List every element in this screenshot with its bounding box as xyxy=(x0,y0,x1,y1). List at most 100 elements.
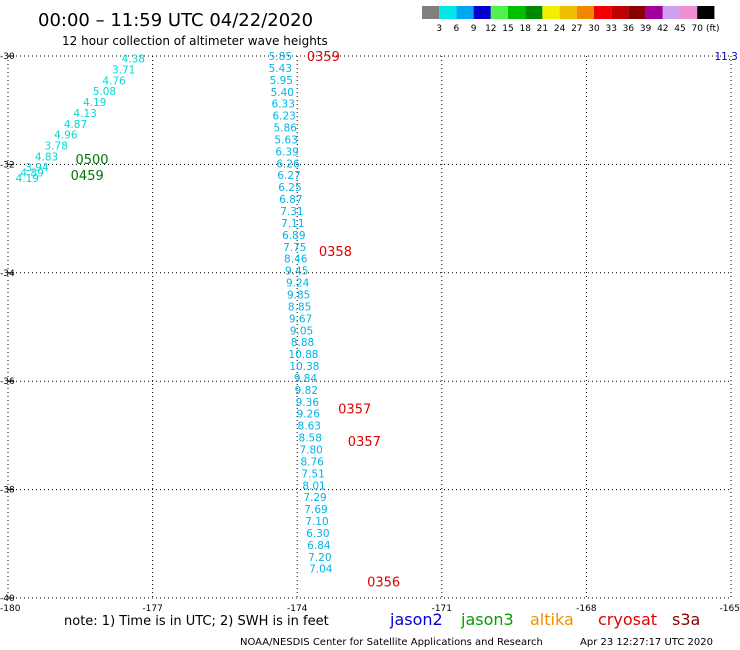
legend-swatch xyxy=(490,6,508,19)
timestamp-text: Apr 23 12:27:17 UTC 2020 xyxy=(580,637,713,648)
pass-time-label: 0359 xyxy=(307,50,340,65)
legend-unit: (ft) xyxy=(706,24,720,34)
wave-height-value: 8.46 xyxy=(284,254,308,266)
wave-height-value: 3.78 xyxy=(45,140,68,152)
wave-height-value: 5.43 xyxy=(269,63,292,75)
wave-height-value: 9.05 xyxy=(290,325,313,337)
legend-tick-label: 30 xyxy=(588,24,600,34)
lon-label: -177 xyxy=(142,604,162,614)
wave-height-value: 4.13 xyxy=(73,108,96,120)
wave-height-value: 7.10 xyxy=(305,516,328,528)
legend-swatch xyxy=(611,6,629,19)
latitude-labels: -30 -32 -34 -36 -38 -40 xyxy=(0,52,15,604)
wave-height-value: 4.19 xyxy=(83,97,106,109)
wave-height-value: 8.85 xyxy=(288,301,311,313)
legend-tick-label: 24 xyxy=(554,24,566,34)
wave-height-value: 7.04 xyxy=(309,564,333,576)
legend-tick-label: 15 xyxy=(502,24,513,34)
legend-swatch xyxy=(594,6,612,19)
credit-text: NOAA/NESDIS Center for Satellite Applica… xyxy=(240,637,543,648)
wave-height-value: 7.29 xyxy=(303,492,326,504)
wave-height-value: 7.80 xyxy=(299,444,322,456)
pass-time-label: 0357 xyxy=(348,435,381,450)
legend-swatch xyxy=(576,6,594,19)
legend-tick-label: 3 xyxy=(436,24,442,34)
wave-height-value: 5.40 xyxy=(271,87,294,99)
page-title: 00:00 – 11:59 UTC 04/22/2020 xyxy=(38,10,313,31)
legend-swatch xyxy=(542,6,560,19)
legend-swatch xyxy=(508,6,526,19)
legend-tick-label: 21 xyxy=(537,24,548,34)
wave-height-value: 9.82 xyxy=(295,385,318,397)
wave-height-value: 8.01 xyxy=(302,480,325,492)
wave-height-value: 4.83 xyxy=(35,151,58,163)
pass-time-label: 0500 xyxy=(75,153,108,168)
wave-height-value: 9.36 xyxy=(296,397,320,409)
wave-height-value: 4.89 xyxy=(20,168,43,180)
satellite-name: s3a xyxy=(672,610,700,629)
wave-height-value: 8.88 xyxy=(291,337,314,349)
pass-time-label: 0358 xyxy=(319,245,352,260)
wave-height-value: 8.76 xyxy=(300,456,324,468)
satellite-name: altika xyxy=(530,610,574,629)
legend-swatch xyxy=(697,6,715,19)
wave-height-value: 7.69 xyxy=(304,504,327,516)
legend-tick-label: 45 xyxy=(674,24,685,34)
wave-height-value: 6.25 xyxy=(278,182,301,194)
lon-label: -165 xyxy=(720,604,740,614)
wave-height-value: 8.58 xyxy=(299,433,322,445)
wave-height-value: 6.84 xyxy=(307,540,331,552)
legend-tick-label: 12 xyxy=(485,24,496,34)
legend-tick-label: 36 xyxy=(623,24,635,34)
pass-time-label: 0356 xyxy=(367,576,400,591)
wave-height-value: 6.27 xyxy=(277,170,300,182)
satellite-name: cryosat xyxy=(598,610,657,629)
wave-height-value: 6.87 xyxy=(279,194,302,206)
lat-label: -38 xyxy=(0,486,15,496)
legend-swatch xyxy=(662,6,680,19)
legend-swatch xyxy=(422,6,440,19)
legend-swatch xyxy=(456,6,474,19)
wave-height-value: 9.45 xyxy=(285,266,308,278)
lon-label: -171 xyxy=(432,604,452,614)
satellite-tracks: 4.383.714.765.084.194.134.874.963.784.83… xyxy=(16,51,738,576)
wave-height-value: 9.84 xyxy=(294,373,318,385)
legend-tick-label: 18 xyxy=(519,24,531,34)
legend-swatch xyxy=(628,6,646,19)
wave-height-value: 5.86 xyxy=(273,123,297,135)
wave-height-value: 7.20 xyxy=(308,552,331,564)
subtitle: 12 hour collection of altimeter wave hei… xyxy=(62,34,328,48)
wave-height-value: 9.24 xyxy=(286,278,310,290)
legend-tick-label: 39 xyxy=(640,24,652,34)
wave-height-value: 10.88 xyxy=(288,349,318,361)
wave-height-value: 9.67 xyxy=(289,313,312,325)
lat-label: -34 xyxy=(0,269,15,279)
legend-tick-label: 42 xyxy=(657,24,668,34)
wave-height-value: 3.71 xyxy=(112,65,135,77)
legend-swatch xyxy=(680,6,698,19)
wave-height-value: 9.85 xyxy=(287,289,310,301)
wave-height-value: 11.3 xyxy=(714,51,737,63)
satellite-name: jason2 xyxy=(389,610,443,629)
wave-height-value: 4.76 xyxy=(102,75,126,87)
color-legend: 3 6 9 12 15 18 21 24 27 30 33 36 39 42 45 70 xyxy=(422,6,715,34)
wave-height-value: 5.85 xyxy=(269,51,292,63)
lat-label: -36 xyxy=(0,377,15,387)
lon-label: -168 xyxy=(576,604,597,614)
satellite-legend: jason2 jason3 altika cryosat s3a xyxy=(389,610,700,629)
wave-height-value: 8.63 xyxy=(298,421,321,433)
wave-height-value: 4.87 xyxy=(64,119,87,131)
lon-label: -180 xyxy=(0,604,21,614)
wave-height-value: 7.31 xyxy=(280,206,303,218)
wave-height-value: 3.94 xyxy=(25,162,49,174)
legend-tick-label: 33 xyxy=(605,24,616,34)
legend-tick-label: 9 xyxy=(471,24,477,34)
lat-label: -32 xyxy=(0,160,15,170)
lon-label: -174 xyxy=(287,604,308,614)
legend-swatch xyxy=(525,6,543,19)
wave-height-value: 10.38 xyxy=(289,361,319,373)
pass-time-label: 0357 xyxy=(338,402,371,417)
wave-height-value: 7.75 xyxy=(283,242,306,254)
wave-height-value: 4.38 xyxy=(122,54,145,66)
